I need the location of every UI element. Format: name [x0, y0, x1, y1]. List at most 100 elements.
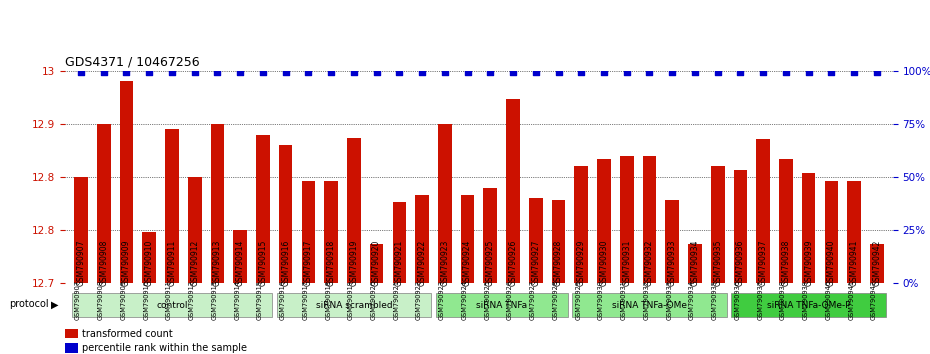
Bar — [529, 198, 542, 283]
Bar — [97, 124, 111, 283]
Point — [256, 69, 271, 75]
Text: GSM790912: GSM790912 — [191, 240, 199, 286]
Text: GSM790926: GSM790926 — [509, 240, 518, 286]
Point — [437, 69, 452, 75]
Text: GSM790919: GSM790919 — [348, 280, 354, 320]
Point — [642, 69, 657, 75]
Text: GSM790940: GSM790940 — [827, 240, 836, 286]
Text: GSM790936: GSM790936 — [735, 280, 740, 320]
FancyBboxPatch shape — [436, 293, 567, 317]
Bar — [301, 181, 315, 283]
Bar — [756, 139, 770, 283]
Text: GSM790931: GSM790931 — [620, 280, 627, 320]
Text: GSM790915: GSM790915 — [257, 280, 263, 320]
Bar — [416, 195, 429, 283]
Text: GSM790907: GSM790907 — [76, 240, 86, 286]
Text: GSM790914: GSM790914 — [235, 240, 245, 286]
Point — [687, 69, 702, 75]
Text: GSM790910: GSM790910 — [143, 280, 149, 320]
Text: GSM790940: GSM790940 — [826, 280, 831, 320]
Text: GSM790922: GSM790922 — [416, 280, 422, 320]
Text: GSM790928: GSM790928 — [554, 240, 563, 286]
Text: GSM790916: GSM790916 — [280, 280, 286, 320]
Text: control: control — [156, 301, 188, 310]
Bar — [210, 124, 224, 283]
Bar — [460, 195, 474, 283]
Text: GSM790918: GSM790918 — [326, 280, 331, 320]
Bar — [506, 99, 520, 283]
Text: GSM790909: GSM790909 — [121, 280, 126, 320]
Text: GSM790933: GSM790933 — [666, 280, 672, 320]
Text: GSM790934: GSM790934 — [689, 280, 695, 320]
Bar — [847, 181, 861, 283]
Point — [460, 69, 475, 75]
Point — [824, 69, 839, 75]
Point — [665, 69, 680, 75]
Text: GSM790929: GSM790929 — [577, 240, 586, 286]
Text: protocol: protocol — [9, 299, 49, 309]
Text: GSM790938: GSM790938 — [780, 280, 786, 320]
Text: GSM790926: GSM790926 — [507, 280, 513, 320]
Text: GSM790910: GSM790910 — [145, 240, 153, 286]
Text: GSM790932: GSM790932 — [644, 280, 649, 320]
Bar — [74, 177, 87, 283]
Point — [619, 69, 634, 75]
Text: GSM790935: GSM790935 — [713, 240, 723, 286]
Text: GSM790912: GSM790912 — [189, 280, 194, 320]
Text: siRNA TNFa-OMe: siRNA TNFa-OMe — [612, 301, 687, 310]
Point — [141, 69, 156, 75]
Point — [301, 69, 316, 75]
Point — [756, 69, 771, 75]
FancyBboxPatch shape — [731, 293, 886, 317]
Text: GSM790911: GSM790911 — [167, 240, 177, 286]
Text: ▶: ▶ — [51, 299, 59, 309]
Text: GSM790934: GSM790934 — [690, 240, 699, 286]
Text: GSM790921: GSM790921 — [395, 240, 404, 286]
Point — [232, 69, 247, 75]
Text: GSM790922: GSM790922 — [418, 240, 427, 286]
Text: GSM790925: GSM790925 — [485, 240, 495, 286]
Text: GSM790915: GSM790915 — [259, 240, 268, 286]
Point — [528, 69, 543, 75]
Text: GSM790908: GSM790908 — [98, 280, 104, 320]
Bar — [620, 156, 633, 283]
Bar — [870, 244, 883, 283]
Text: GSM790927: GSM790927 — [531, 240, 540, 286]
Point — [324, 69, 339, 75]
Point — [73, 69, 88, 75]
Text: GSM790939: GSM790939 — [804, 240, 813, 286]
Point — [596, 69, 611, 75]
Point — [210, 69, 225, 75]
Text: GSM790921: GSM790921 — [393, 280, 399, 320]
Bar — [120, 81, 133, 283]
Text: siRNA scrambled: siRNA scrambled — [315, 301, 392, 310]
Bar — [597, 159, 611, 283]
Bar — [665, 200, 679, 283]
Bar — [279, 145, 293, 283]
Text: GSM790913: GSM790913 — [211, 280, 218, 320]
Text: siRNA TNFa: siRNA TNFa — [476, 301, 527, 310]
Point — [97, 69, 112, 75]
Bar — [188, 177, 202, 283]
Text: GSM790917: GSM790917 — [302, 280, 309, 320]
Point — [802, 69, 817, 75]
Text: GSM790920: GSM790920 — [372, 240, 381, 286]
Point — [574, 69, 589, 75]
Text: GSM790918: GSM790918 — [326, 240, 336, 286]
Point — [278, 69, 293, 75]
Point — [165, 69, 179, 75]
Bar — [575, 166, 588, 283]
Text: GSM790932: GSM790932 — [645, 240, 654, 286]
Bar — [779, 159, 792, 283]
Text: GSM790942: GSM790942 — [872, 240, 882, 286]
Bar — [551, 200, 565, 283]
Text: GSM790919: GSM790919 — [350, 240, 358, 286]
Text: GSM790930: GSM790930 — [600, 240, 608, 286]
Bar — [65, 329, 77, 338]
Text: GSM790923: GSM790923 — [440, 240, 449, 286]
Text: GSM790939: GSM790939 — [803, 280, 809, 320]
Text: siRNA TNFa-OMe-P: siRNA TNFa-OMe-P — [767, 301, 850, 310]
Bar — [65, 343, 77, 353]
Text: GSM790907: GSM790907 — [75, 280, 81, 320]
Point — [506, 69, 521, 75]
